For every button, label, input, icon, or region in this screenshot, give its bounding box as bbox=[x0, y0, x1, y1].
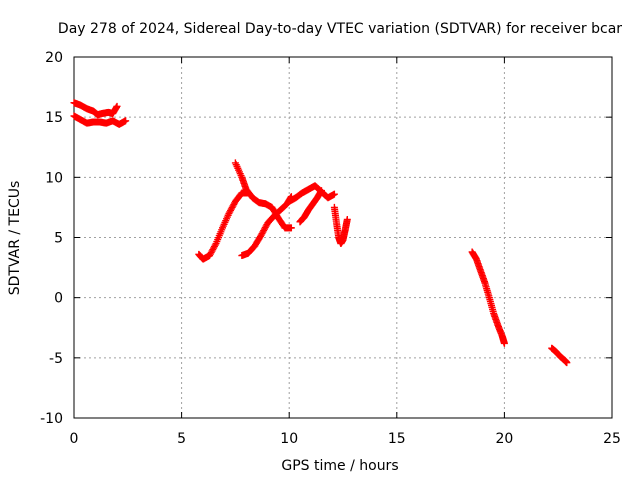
y-tick-label: -5 bbox=[49, 351, 63, 367]
plot-frame bbox=[73, 56, 613, 419]
x-tick-label: 5 bbox=[177, 431, 186, 447]
series-10 bbox=[548, 344, 571, 367]
x-tick-label: 0 bbox=[70, 431, 79, 447]
series-5 bbox=[238, 193, 295, 260]
x-tick-label: 15 bbox=[388, 431, 406, 447]
y-tick-label: 0 bbox=[54, 291, 63, 307]
y-tick-labels: -10 -5 0 5 10 15 20 bbox=[40, 50, 63, 427]
data-point bbox=[287, 224, 295, 232]
y-axis-label: SDTVAR / TECUs bbox=[7, 181, 23, 296]
data-point bbox=[343, 215, 351, 223]
data-points bbox=[70, 99, 571, 367]
y-tick-label: -10 bbox=[40, 411, 63, 427]
y-tick-label: 15 bbox=[45, 110, 63, 126]
chart-title: Day 278 of 2024, Sidereal Day-to-day VTE… bbox=[58, 21, 622, 37]
x-axis-label: GPS time / hours bbox=[281, 458, 398, 474]
y-tick-label: 5 bbox=[54, 231, 63, 247]
series-6 bbox=[285, 182, 338, 205]
series-1 bbox=[70, 99, 121, 119]
data-point bbox=[211, 241, 219, 249]
y-tick-label: 10 bbox=[45, 170, 63, 186]
data-point bbox=[113, 102, 121, 110]
x-tick-label: 25 bbox=[603, 431, 621, 447]
x-tick-labels: 0 5 10 15 20 25 bbox=[70, 431, 621, 447]
data-point bbox=[122, 117, 130, 125]
series-7 bbox=[296, 187, 325, 226]
series-9 bbox=[468, 248, 508, 347]
series-4 bbox=[231, 159, 295, 232]
grid-lines bbox=[74, 57, 612, 418]
y-tick-label: 20 bbox=[45, 50, 63, 66]
data-point bbox=[330, 190, 338, 198]
series-2 bbox=[70, 112, 130, 128]
data-point bbox=[317, 187, 325, 195]
series-8 bbox=[330, 203, 351, 248]
x-tick-label: 20 bbox=[495, 431, 513, 447]
data-point bbox=[563, 359, 571, 367]
data-point bbox=[500, 339, 508, 347]
x-tick-label: 10 bbox=[280, 431, 298, 447]
